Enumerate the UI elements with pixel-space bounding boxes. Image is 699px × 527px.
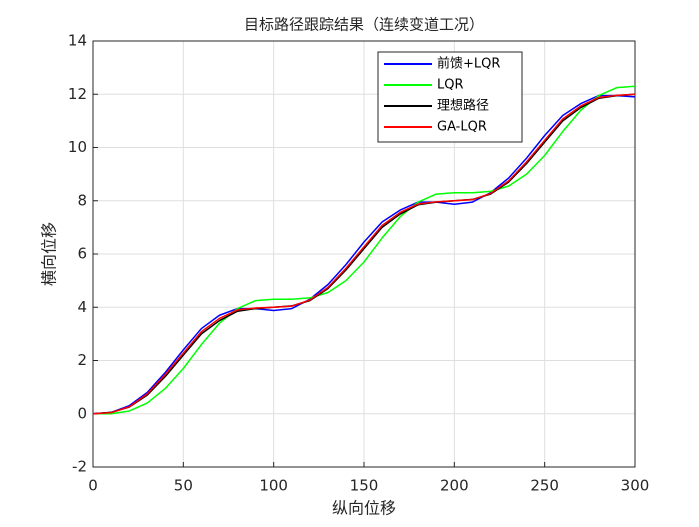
x-tick-label: 200 [440,477,469,495]
series-line [92,94,636,415]
series-line [92,93,636,415]
y-tick-label: 6 [77,245,87,263]
legend-label: GA-LQR [437,120,487,135]
legend-box [377,51,523,143]
y-tick-label: 10 [68,138,87,156]
axes-box [92,40,636,468]
x-tick-label: 0 [88,477,98,495]
legend-label: LQR [437,78,464,93]
x-tick-label: 150 [350,477,379,495]
x-tick-label: 300 [621,477,650,495]
x-tick-label: 250 [530,477,559,495]
chart-title: 目标路径跟踪结果（连续变道工况） [244,16,484,34]
x-axis-label: 纵向位移 [332,499,396,518]
y-tick-label: 4 [77,298,87,316]
legend-label: 前馈+LQR [437,56,500,72]
y-tick-label: -2 [72,458,87,476]
x-tick-label: 50 [174,477,193,495]
x-tick-label: 100 [259,477,288,495]
legend: 前馈+LQR LQR 理想路径 GA-LQR [377,51,523,143]
y-tick-label: 8 [77,191,87,209]
y-tick-label: 14 [68,32,87,50]
legend-label: 理想路径 [437,98,489,114]
series-line [92,93,636,415]
y-tick-label: 2 [77,351,87,369]
series-line [93,85,636,415]
y-axis-label: 横向位移 [40,222,59,286]
y-tick-label: 0 [77,404,87,422]
y-tick-label: 12 [68,85,87,103]
